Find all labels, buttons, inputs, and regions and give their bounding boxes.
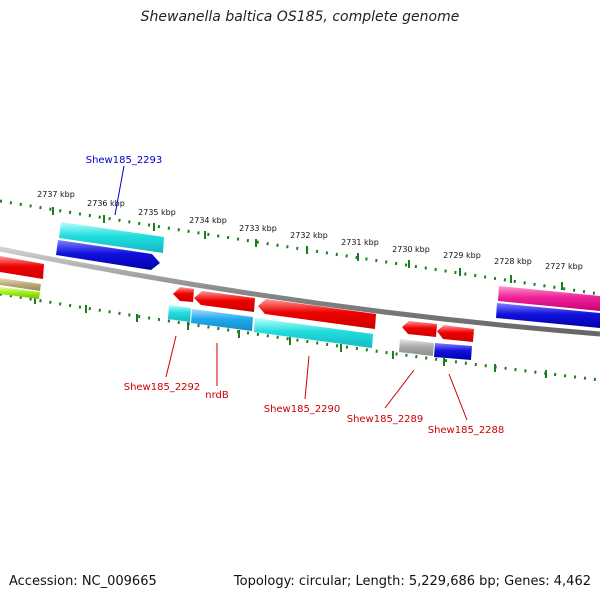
scale-label-2733: 2733 kbp: [239, 224, 277, 233]
reverse-scale-ticks: [34, 296, 547, 378]
gene-blue-forward[interactable]: [56, 240, 160, 270]
scale-label-2731: 2731 kbp: [341, 238, 379, 247]
gene-red-2292[interactable]: [173, 287, 194, 302]
gene-red-nrdB[interactable]: [194, 291, 255, 312]
reverse-strand-genes: [0, 278, 474, 360]
gene-magenta-forward[interactable]: [498, 286, 600, 311]
topology-label: Topology: circular; Length: 5,229,686 bp…: [233, 574, 591, 589]
page-title: Shewanella baltica OS185, complete genom…: [140, 9, 460, 25]
gene-label-shew185-2290[interactable]: Shew185_2290: [264, 404, 341, 415]
genome-backbone: [0, 246, 600, 337]
callout-line-2293: [114, 165, 125, 216]
gene-tan-left[interactable]: [0, 278, 41, 291]
callout-line-2288: [448, 373, 468, 421]
gene-blue-right-forward[interactable]: [496, 303, 600, 328]
callout-line-2290: [304, 355, 310, 400]
gene-red-2288[interactable]: [437, 325, 474, 342]
scale-label-2732: 2732 kbp: [290, 231, 328, 240]
scale-label-2728: 2728 kbp: [494, 257, 532, 266]
forward-scale-ticks: [52, 207, 563, 290]
reverse-scale-line: [0, 292, 600, 382]
scale-label-2734: 2734 kbp: [189, 216, 227, 225]
gene-cyan-2292[interactable]: [168, 305, 191, 322]
accession-label: Accession: NC_009665: [9, 574, 157, 589]
gene-label-shew185-2293[interactable]: Shew185_2293: [86, 155, 163, 166]
gene-label-shew185-2292[interactable]: Shew185_2292: [124, 382, 201, 393]
gene-lime-left[interactable]: [0, 287, 40, 299]
callout-line-2289: [384, 369, 415, 409]
gene-red-2290[interactable]: [258, 299, 376, 329]
gene-sky-nrdB[interactable]: [191, 309, 253, 331]
gene-red-left-forward[interactable]: [0, 256, 44, 279]
gene-label-nrdB[interactable]: nrdB: [205, 390, 229, 401]
scale-labels: 2737 kbp 2736 kbp 2735 kbp 2734 kbp 2733…: [37, 190, 583, 271]
scale-label-2737: 2737 kbp: [37, 190, 75, 199]
gene-label-shew185-2288[interactable]: Shew185_2288: [428, 425, 505, 436]
gene-cyan-2290[interactable]: [254, 318, 373, 348]
scale-label-2727: 2727 kbp: [545, 262, 583, 271]
gene-callout-lines: [114, 165, 468, 421]
forward-strand-genes: [0, 222, 600, 328]
scale-label-2735: 2735 kbp: [138, 208, 176, 217]
gene-gray-2289[interactable]: [399, 339, 434, 356]
gene-label-shew185-2289[interactable]: Shew185_2289: [347, 414, 424, 425]
gene-red-2289[interactable]: [402, 321, 437, 337]
gene-labels: Shew185_2293 Shew185_2292 nrdB Shew185_2…: [86, 155, 505, 436]
callout-line-2292: [165, 335, 177, 378]
scale-label-2730: 2730 kbp: [392, 245, 430, 254]
gene-cyan-forward[interactable]: [59, 222, 164, 253]
scale-label-2729: 2729 kbp: [443, 251, 481, 260]
gene-blue-2288[interactable]: [434, 343, 472, 360]
scale-label-2736: 2736 kbp: [87, 199, 125, 208]
